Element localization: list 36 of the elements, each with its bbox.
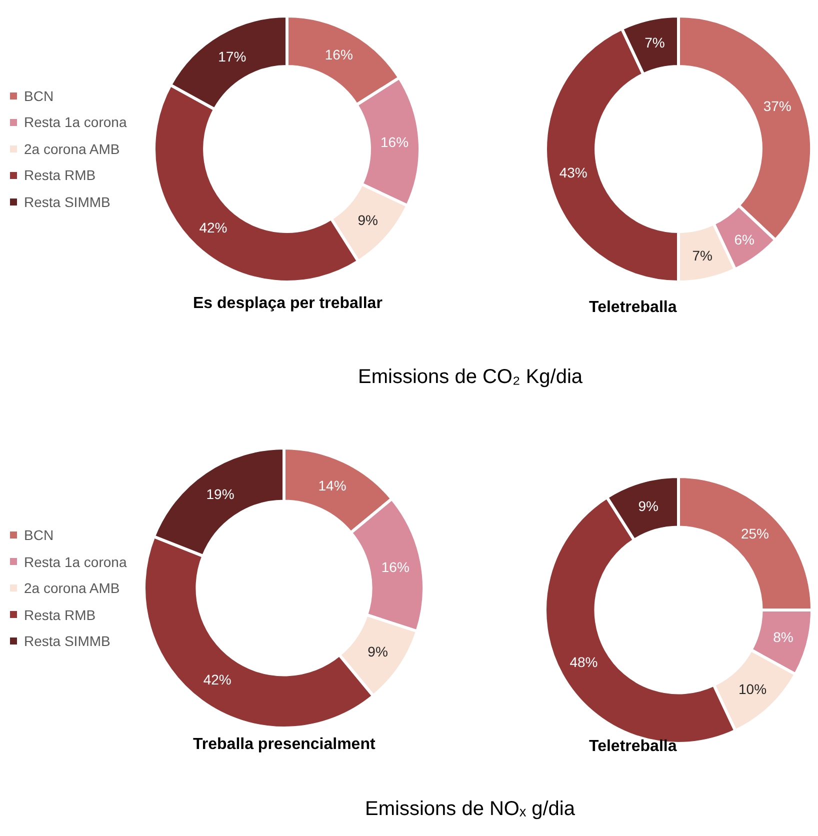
data-label: 6% <box>734 232 754 248</box>
data-label: 16% <box>381 558 410 575</box>
legend-label: Resta SIMMB <box>24 633 110 649</box>
data-label: 16% <box>380 134 409 150</box>
legend-label: BCN <box>24 88 54 104</box>
data-label: 16% <box>324 46 353 63</box>
text: Emissions de CO₂ Kg/dia <box>358 366 584 388</box>
data-label: 25% <box>740 526 769 542</box>
text: Teletreballa <box>589 738 677 755</box>
text: Treballa presencialment <box>193 736 376 753</box>
legend-label: 2a corona AMB <box>24 580 120 596</box>
data-label: 42% <box>199 220 228 236</box>
data-label: 48% <box>570 654 598 670</box>
data-label: 10% <box>738 680 767 697</box>
data-label: 43% <box>559 164 588 180</box>
legend-label: Resta RMB <box>24 167 96 183</box>
legend-label: Resta RMB <box>24 607 96 623</box>
legend-label: Resta 1a corona <box>24 554 127 570</box>
data-label: 42% <box>203 672 232 688</box>
data-label: 17% <box>218 48 246 64</box>
data-label: 14% <box>318 477 346 494</box>
legend-label: Resta SIMMB <box>24 194 110 210</box>
text: Es desplaça per treballar <box>193 295 382 312</box>
data-label: 7% <box>644 34 665 50</box>
data-label: 9% <box>358 212 378 228</box>
text: Emissions de NOₓ g/dia <box>365 798 576 820</box>
data-label: 19% <box>206 486 234 502</box>
text: Teletreballa <box>589 299 677 316</box>
legend-label: BCN <box>24 527 54 543</box>
legend-label: Resta 1a corona <box>24 114 127 130</box>
data-label: 9% <box>368 644 388 660</box>
data-label: 8% <box>773 628 794 645</box>
data-label: 7% <box>692 248 712 264</box>
legend-label: 2a corona AMB <box>24 141 120 157</box>
data-label: 37% <box>763 98 792 114</box>
data-label: 9% <box>638 498 658 514</box>
